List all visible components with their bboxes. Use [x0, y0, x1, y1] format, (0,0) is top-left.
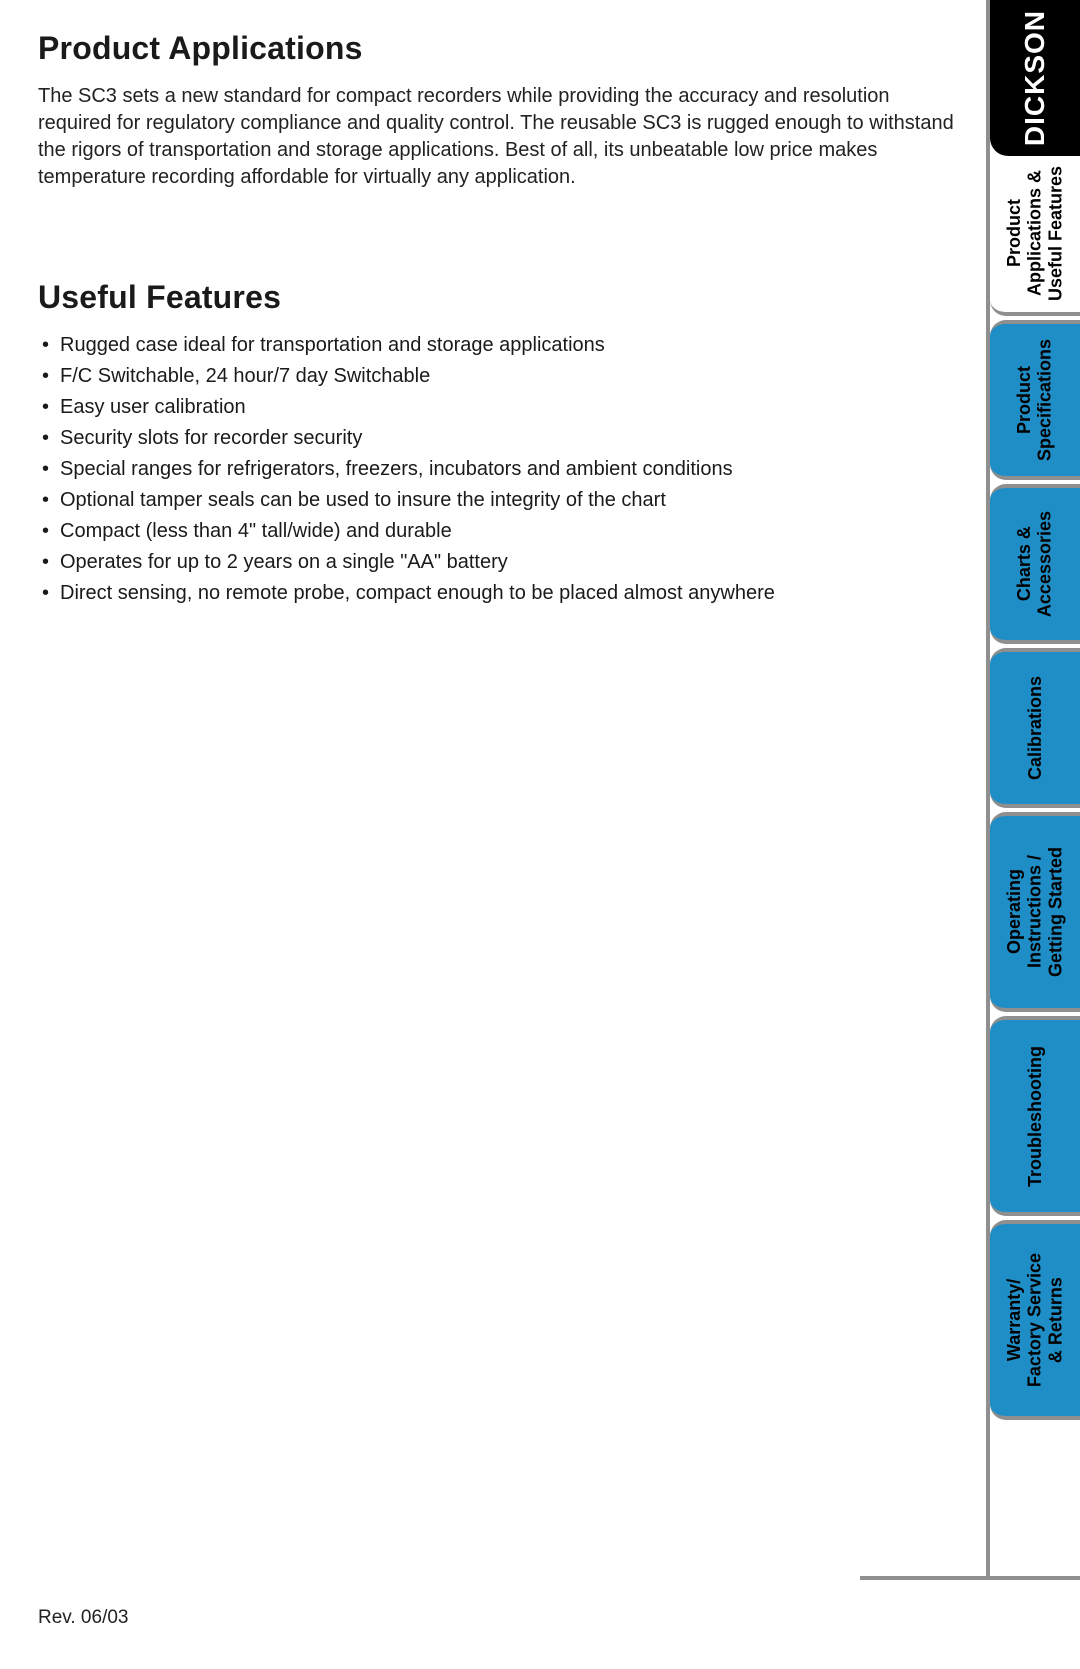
nav-tab[interactable]: Product Applications & Useful Features [990, 156, 1080, 316]
feature-item: Security slots for recorder security [60, 425, 958, 452]
horizontal-divider [860, 1576, 1080, 1580]
feature-item: Optional tamper seals can be used to ins… [60, 487, 958, 514]
page: Product Applications The SC3 sets a new … [0, 0, 1080, 1669]
nav-tab-label: Product Applications & Useful Features [1004, 166, 1066, 301]
feature-item: Special ranges for refrigerators, freeze… [60, 456, 958, 483]
main-content: Product Applications The SC3 sets a new … [38, 30, 958, 611]
nav-tab[interactable]: Charts & Accessories [990, 484, 1080, 644]
brand-name: DICKSON [1019, 10, 1051, 146]
feature-item: Compact (less than 4" tall/wide) and dur… [60, 518, 958, 545]
nav-tab-label: Calibrations [1025, 676, 1046, 780]
nav-tab-label: Troubleshooting [1025, 1046, 1046, 1187]
feature-item: Direct sensing, no remote probe, compact… [60, 580, 958, 607]
nav-tab-label: Operating Instructions / Getting Started [1004, 847, 1066, 977]
nav-tab[interactable]: Warranty/ Factory Service & Returns [990, 1220, 1080, 1420]
applications-heading: Product Applications [38, 30, 958, 67]
feature-item: Easy user calibration [60, 394, 958, 421]
feature-item: Rugged case ideal for transportation and… [60, 332, 958, 359]
nav-tab[interactable]: Product Specifications [990, 320, 1080, 480]
nav-tab[interactable]: Calibrations [990, 648, 1080, 808]
feature-item: Operates for up to 2 years on a single "… [60, 549, 958, 576]
revision-text: Rev. 06/03 [38, 1607, 128, 1629]
nav-tab-label: Product Specifications [1014, 339, 1055, 461]
nav-tab[interactable]: Operating Instructions / Getting Started [990, 812, 1080, 1012]
nav-tab[interactable]: Troubleshooting [990, 1016, 1080, 1216]
nav-tab-label: Charts & Accessories [1014, 511, 1055, 617]
brand-tab: DICKSON [990, 0, 1080, 156]
feature-item: F/C Switchable, 24 hour/7 day Switchable [60, 363, 958, 390]
section-spacer [38, 191, 958, 279]
nav-tab-label: Warranty/ Factory Service & Returns [1004, 1253, 1066, 1387]
features-list: Rugged case ideal for transportation and… [38, 332, 958, 607]
features-heading: Useful Features [38, 279, 958, 316]
applications-body: The SC3 sets a new standard for compact … [38, 83, 958, 191]
